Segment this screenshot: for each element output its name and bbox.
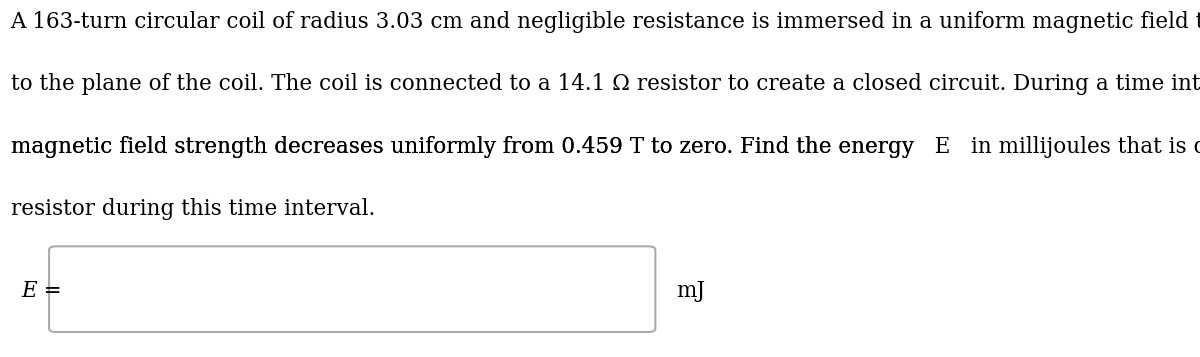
Text: E =: E = [22, 280, 61, 302]
Text: A 163-turn circular coil of radius 3.03 cm and negligible resistance is immersed: A 163-turn circular coil of radius 3.03 … [11, 11, 1200, 33]
Text: to the plane of the coil. The coil is connected to a 14.1 Ω resistor to create a: to the plane of the coil. The coil is co… [11, 73, 1200, 95]
Text: resistor during this time interval.: resistor during this time interval. [11, 198, 374, 220]
Text: magnetic field strength decreases uniformly from 0.459 T to zero. Find the energ: magnetic field strength decreases unifor… [11, 136, 1200, 158]
Text: magnetic field strength decreases uniformly from 0.459 T to zero. Find the energ: magnetic field strength decreases unifor… [11, 136, 920, 158]
Text: mJ: mJ [677, 280, 706, 302]
FancyBboxPatch shape [49, 246, 655, 332]
Text: magnetic field strength decreases uniformly from 0.459 T to zero. Find the energ: magnetic field strength decreases unifor… [11, 136, 1200, 158]
